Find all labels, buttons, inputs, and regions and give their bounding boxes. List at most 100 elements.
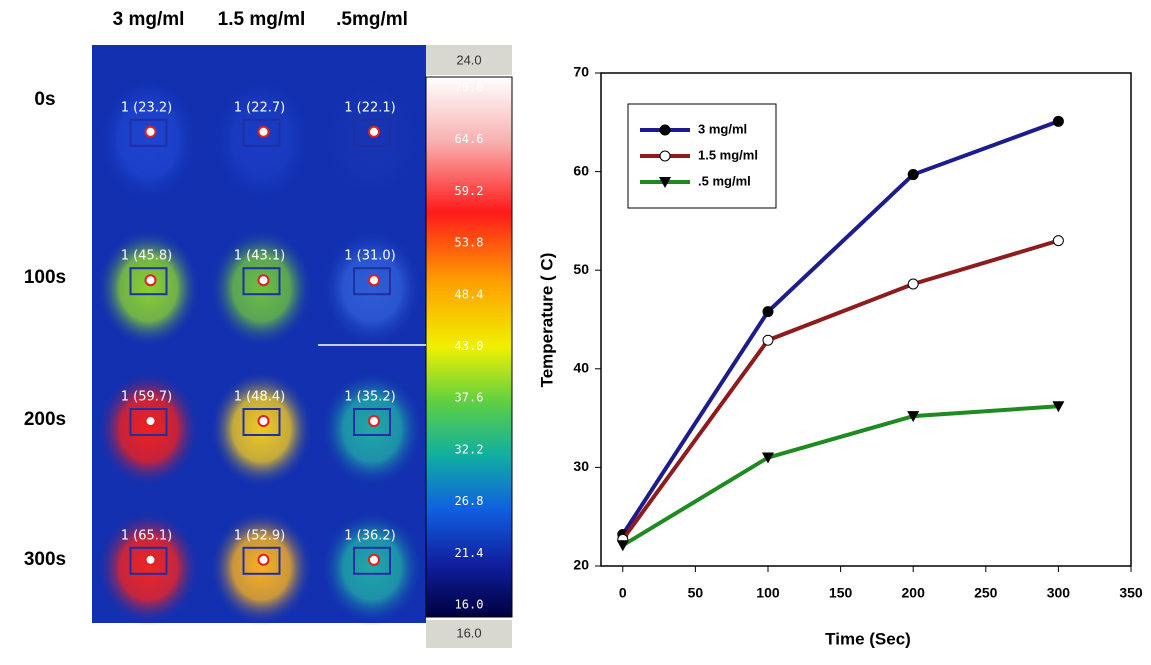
- colorbar-label: 48.4: [455, 287, 484, 301]
- roi-point: [144, 415, 157, 427]
- data-point: [761, 452, 774, 464]
- x-tick-label: 200: [902, 585, 926, 601]
- cell-reading: 1 (59.7): [121, 390, 173, 405]
- colorbar-label: 21.4: [455, 546, 484, 560]
- colorbar-label: 26.8: [455, 494, 484, 508]
- plot-frame: [600, 72, 1132, 567]
- roi-point: [368, 274, 380, 287]
- thermal-blob: [96, 509, 201, 626]
- data-point: [1052, 235, 1064, 247]
- roi-box: [129, 267, 168, 296]
- y-tick-label: 40: [573, 360, 589, 376]
- legend-label: 1.5 mg/ml: [698, 147, 758, 162]
- x-tick-label: 350: [1119, 585, 1143, 601]
- colorbar-bottom-box: [426, 620, 512, 648]
- legend-marker: [659, 150, 671, 162]
- thermal-blob: [96, 370, 201, 488]
- colorbar-top: 24.0: [456, 52, 481, 67]
- colorbar-label: 70.0: [455, 81, 484, 95]
- y-tick-label: 70: [573, 64, 589, 80]
- cell-reading: 1 (48.4): [234, 390, 286, 405]
- series-line: [621, 119, 1060, 536]
- roi-point: [257, 415, 270, 427]
- legend-label: .5 mg/ml: [698, 173, 751, 188]
- legend-label: 3 mg/ml: [698, 121, 747, 136]
- roi-point: [368, 553, 380, 566]
- thermal-blob: [320, 228, 424, 348]
- x-axis-label: Time (Sec): [825, 629, 911, 648]
- thermal-blob: [320, 370, 424, 488]
- roi-box: [242, 267, 281, 296]
- roi-point: [257, 125, 270, 138]
- cell-reading: 1 (31.0): [344, 249, 396, 264]
- x-tick-label: 250: [974, 585, 998, 601]
- x-tick-label: 50: [688, 585, 704, 601]
- row-label: 200s: [24, 409, 66, 430]
- roi-point: [144, 274, 157, 287]
- colorbar-top-box: [426, 45, 512, 75]
- cell-reading: 1 (43.1): [234, 249, 286, 264]
- data-point: [616, 540, 629, 552]
- roi-point: [144, 553, 157, 566]
- data-point: [762, 334, 774, 346]
- y-tick-label: 50: [573, 261, 589, 277]
- roi-point: [368, 125, 380, 138]
- colorbar-label: 43.0: [455, 339, 484, 353]
- row-label: 300s: [24, 549, 66, 570]
- roi-box: [129, 408, 168, 436]
- x-tick-label: 300: [1047, 585, 1071, 601]
- roi-point: [257, 553, 270, 566]
- cell-reading: 1 (65.1): [121, 528, 173, 543]
- colorbar-label: 37.6: [455, 391, 484, 405]
- roi-box: [242, 546, 281, 575]
- colorbar-label: 53.8: [455, 236, 484, 250]
- y-tick-label: 20: [573, 557, 589, 573]
- series-line: [621, 238, 1059, 541]
- roi-point: [144, 125, 157, 138]
- data-point: [1052, 115, 1064, 127]
- cell-reading: 1 (45.8): [121, 249, 173, 264]
- cell-reading: 1 (23.2): [121, 100, 173, 115]
- data-point: [1052, 401, 1065, 413]
- column-header: .5mg/ml: [336, 9, 408, 30]
- legend-marker: [659, 177, 671, 188]
- colorbar-label: 59.2: [455, 184, 484, 198]
- data-point: [907, 169, 919, 181]
- colorbar: [425, 76, 513, 618]
- x-tick-label: 100: [756, 585, 780, 601]
- roi-box: [353, 267, 391, 296]
- y-tick-label: 30: [573, 458, 589, 474]
- roi-box: [129, 118, 168, 147]
- x-tick-label: 0: [619, 585, 627, 601]
- column-header: 1.5 mg/ml: [218, 9, 306, 30]
- legend-marker: [659, 124, 671, 136]
- colorbar-bottom: 16.0: [456, 625, 481, 640]
- thermal-blob: [209, 509, 314, 626]
- data-point: [907, 278, 919, 290]
- cell-reading: 1 (22.1): [344, 100, 396, 115]
- data-point: [907, 411, 920, 423]
- cell-reading: 1 (22.7): [234, 100, 286, 115]
- cell-reading: 1 (36.2): [344, 528, 396, 543]
- series-line: [621, 404, 1059, 548]
- colorbar-label: 64.6: [455, 132, 484, 146]
- colorbar-label: 32.2: [455, 442, 484, 456]
- thermal-blob: [320, 73, 424, 207]
- roi-box: [129, 546, 168, 575]
- x-tick-label: 150: [829, 585, 853, 601]
- row-label: 100s: [24, 267, 66, 288]
- roi-box: [353, 408, 391, 436]
- y-tick-label: 60: [573, 162, 589, 178]
- roi-point: [368, 415, 380, 427]
- thermal-blob: [209, 228, 314, 348]
- colorbar-label: 16.0: [455, 598, 484, 612]
- cell-reading: 1 (52.9): [234, 528, 286, 543]
- roi-box: [242, 408, 281, 436]
- roi-box: [353, 546, 391, 575]
- thermal-blob: [209, 73, 314, 207]
- roi-box: [242, 118, 281, 147]
- thermal-blob: [96, 228, 201, 348]
- y-axis-label: Temperature ( C): [537, 253, 556, 388]
- row-label: 0s: [34, 89, 55, 110]
